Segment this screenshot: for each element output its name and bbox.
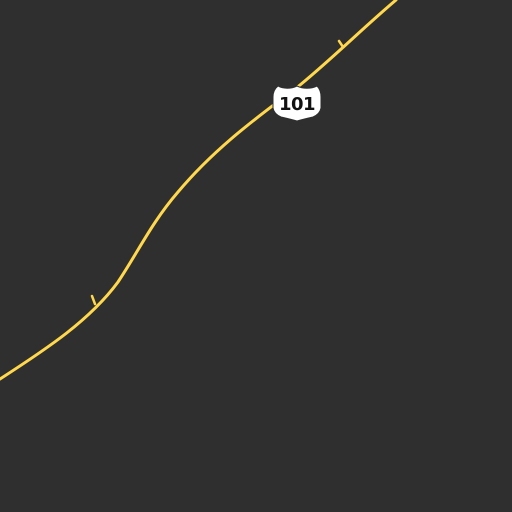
us-route-shield-icon[interactable]: 101 (272, 85, 322, 122)
route-number-label: 101 (279, 94, 315, 115)
road-direction-tick (337, 39, 345, 49)
road-direction-tick (90, 294, 97, 306)
route-shield-shape (272, 85, 322, 122)
highway-101-road[interactable] (0, 0, 398, 381)
